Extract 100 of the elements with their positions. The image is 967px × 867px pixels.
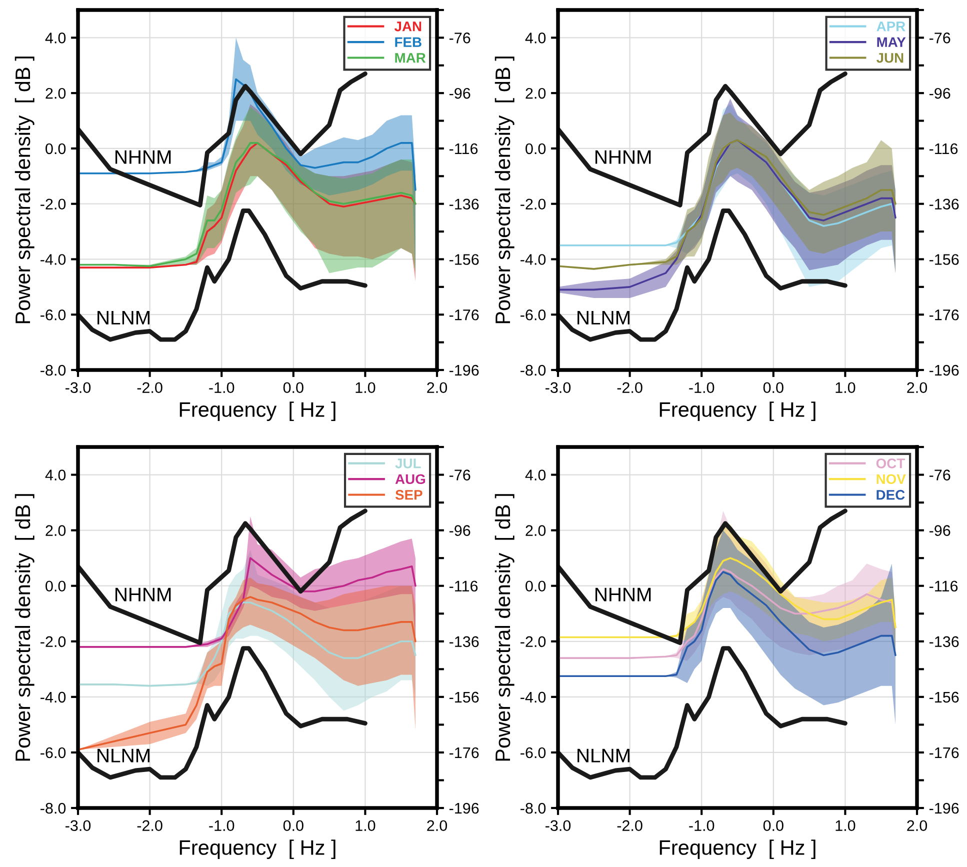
legend-label: APR (876, 22, 906, 32)
y2-tick-label: -176 (929, 309, 959, 320)
x-tick-label: 1.0 (836, 382, 856, 394)
y-tick-label: -8.0 (520, 364, 546, 376)
series-label: NLNM (98, 748, 150, 762)
series-label: NLNM (98, 311, 150, 324)
line-series (558, 557, 896, 638)
y-tick-label: -4.0 (40, 254, 66, 265)
x-tick-label: -2.0 (137, 820, 162, 832)
line-series (78, 602, 416, 687)
line-series (558, 508, 848, 645)
x-tick-label: -2.0 (617, 820, 642, 832)
line-series (78, 78, 416, 191)
y2-tick-label: -156 (929, 254, 959, 265)
x-tick-label: -3.0 (546, 382, 571, 394)
x-tick-label: -1.0 (209, 820, 234, 832)
y2-tick-label: -156 (929, 692, 959, 703)
y-axis-title: Power spectral density [ dB ] (494, 494, 514, 761)
x-tick-label: -3.0 (546, 820, 571, 832)
x-tick-label: -3.0 (66, 820, 91, 832)
x-tick-label: -1.0 (689, 820, 714, 832)
y2-tick-label: -196 (449, 364, 479, 376)
y-tick-label: -4.0 (520, 692, 546, 703)
legend-label: JUL (395, 458, 421, 468)
y2-tick-label: -76 (929, 470, 950, 480)
y-axis-title: Power spectral density [ dB ] (494, 56, 514, 324)
y2-tick-label: -116 (929, 580, 958, 592)
y2-tick-label: -136 (449, 636, 479, 648)
x-axis-title: Frequency [ Hz ] (180, 402, 336, 422)
y2-tick-label: -196 (449, 802, 479, 814)
y2-tick-label: -156 (449, 254, 479, 265)
legend-label: JAN (394, 22, 422, 32)
line-series (558, 568, 896, 659)
y-tick-label: 2.0 (46, 88, 66, 99)
y-tick-label: -6.0 (40, 747, 66, 758)
y-tick-label: 0.0 (46, 143, 66, 154)
y-tick-label: 4.0 (525, 470, 546, 480)
y2-tick-label: -136 (929, 636, 959, 648)
x-axis-title: Frequency [ Hz ] (660, 402, 816, 422)
x-tick-label: 1.0 (356, 382, 376, 394)
y-tick-label: -4.0 (40, 692, 66, 703)
series-label: NLNM (578, 311, 630, 324)
y2-tick-label: -96 (449, 88, 470, 99)
y2-tick-label: -176 (449, 747, 479, 758)
y-tick-label: 2.0 (46, 525, 66, 536)
x-tick-label: -1.0 (209, 382, 234, 394)
y-tick-label: -2.0 (40, 198, 66, 210)
y2-tick-label: -96 (449, 525, 470, 536)
line-series (78, 71, 368, 208)
x-tick-label: -1.0 (689, 382, 714, 394)
y2-tick-label: -96 (929, 525, 950, 536)
x-tick-label: 2.0 (427, 382, 448, 394)
y2-tick-label: -136 (929, 198, 959, 210)
x-tick-label: 0.0 (283, 382, 304, 394)
x-axis-title: Frequency [ Hz ] (180, 840, 336, 860)
legend-label: SEP (395, 490, 422, 500)
x-tick-label: 1.0 (836, 820, 856, 832)
y2-tick-label: -196 (929, 364, 959, 376)
y2-tick-label: -76 (929, 32, 950, 44)
legend-label: DEC (876, 490, 905, 500)
y-tick-label: 0.0 (46, 580, 66, 592)
line-series (558, 571, 896, 677)
series-label: NHNM (115, 150, 171, 164)
x-tick-label: 0.0 (763, 382, 784, 394)
series-label: NHNM (115, 588, 171, 602)
y-tick-label: 4.0 (45, 470, 66, 480)
y2-tick-label: -96 (929, 88, 950, 99)
legend-label: OCT (876, 458, 905, 468)
series-label: NLNM (578, 748, 630, 762)
series-label: NHNM (595, 150, 651, 164)
line-series (78, 557, 416, 648)
y2-tick-label: -176 (929, 747, 959, 758)
y-tick-label: 2.0 (526, 88, 546, 99)
y-tick-label: 4.0 (525, 32, 546, 44)
legend-label: MAR (395, 53, 426, 63)
y-tick-label: -2.0 (520, 198, 546, 210)
x-tick-label: 0.0 (763, 820, 784, 832)
y2-tick-label: -116 (449, 580, 478, 592)
y2-tick-label: -76 (449, 470, 470, 480)
y-tick-label: -2.0 (40, 636, 66, 648)
line-series (558, 208, 848, 342)
x-tick-label: 0.0 (283, 820, 304, 832)
y-tick-label: -2.0 (520, 636, 546, 648)
y2-tick-label: -116 (929, 143, 958, 154)
y-tick-label: -4.0 (520, 254, 546, 265)
y-tick-label: 0.0 (526, 580, 546, 592)
y-tick-label: 4.0 (45, 32, 66, 44)
y-tick-label: -8.0 (40, 802, 66, 814)
x-tick-label: 1.0 (356, 820, 376, 832)
y-tick-label: -6.0 (40, 309, 66, 320)
y-tick-label: -6.0 (520, 747, 546, 758)
legend-label: NOV (876, 474, 906, 484)
legend-label: AUG (395, 474, 426, 484)
y2-tick-label: -156 (449, 692, 479, 703)
y2-tick-label: -176 (449, 309, 479, 320)
y2-tick-label: -136 (449, 198, 479, 210)
y2-tick-label: -116 (449, 143, 478, 154)
y2-tick-label: -196 (929, 802, 959, 814)
legend-label: MAY (877, 37, 906, 47)
line-series (558, 71, 848, 208)
